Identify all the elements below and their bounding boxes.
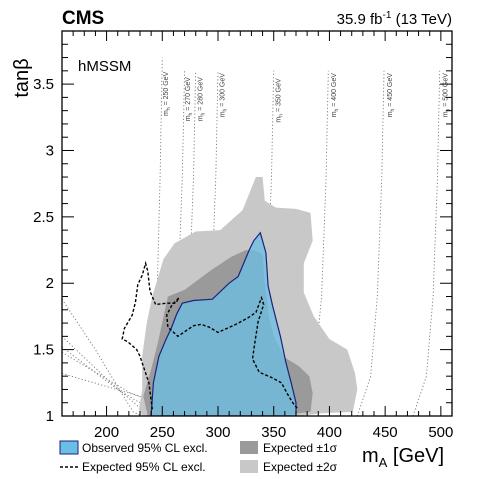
lumi-value: 35.9 fb [337,11,383,28]
legend-observed-label: Observed 95% CL excl. [82,441,208,455]
legend-band1-label: Expected ±1σ [263,441,338,455]
energy-label: (13 TeV) [391,11,452,28]
observed-exclusion [150,231,297,416]
mh-contour-7 [412,70,441,416]
plot-frame [61,30,453,417]
y-tick-label: 3 [46,142,54,159]
mh-contour-0 [62,57,163,416]
y-tick-label: 2 [46,275,54,292]
lumi-label: 35.9 fb-1 (13 TeV) [337,10,452,28]
mh-contour-label-5: mh = 400 GeV [331,73,340,118]
x-tick-label: 350 [261,424,286,441]
x-tick-label: 250 [150,424,175,441]
mh-contour-label-1: mh = 270 GeV [185,77,194,122]
mh-contour-label-3: mh = 300 GeV [220,73,229,118]
y-tick-label: 1 [46,408,54,425]
legend: Observed 95% CL excl. Expected 95% CL ex… [59,440,338,474]
y-tick-label: 1.5 [33,342,54,359]
axis-ticks: 200 250 300 350 400 450 500 1 1.5 2 2.5 3 3.5 [33,30,453,441]
x-tick-label: 200 [94,424,119,441]
model-label: hMSSM [78,58,131,75]
legend-band1-swatch [240,441,258,454]
x-axis-title-main: m [362,445,379,467]
mh-contour-label-0: mh = 250 GeV [163,71,172,116]
mh-contour-label-6: mh = 450 GeV [387,73,396,118]
legend-observed-swatch [59,440,79,455]
y-axis-title: tanβ [11,58,33,97]
x-axis-title-sub: A [379,455,388,470]
x-axis-title: mA [GeV] [362,445,444,470]
legend-expected-label: Expected 95% CL excl. [82,460,206,474]
mh-contour-label-4: mh = 350 GeV [275,78,284,123]
x-tick-label: 400 [317,424,342,441]
y-tick-label: 3.5 [33,76,54,93]
x-tick-label: 500 [428,424,453,441]
lumi-exponent: -1 [383,10,392,21]
mh-contour-label-7: mh = 500 GeV [443,73,452,118]
mh-contour-4 [62,70,275,416]
legend-band2-swatch [240,460,258,473]
legend-band2-label: Expected ±2σ [263,460,338,474]
mh-contour-label-2: mh = 280 GeV [197,77,206,122]
mh-contour-6 [356,70,385,416]
experiment-label: CMS [62,8,104,29]
expected-exclusion-line [121,260,299,410]
x-tick-label: 450 [373,424,398,441]
x-axis-title-unit: [GeV] [387,445,444,467]
y-tick-label: 2.5 [33,209,54,226]
x-tick-label: 300 [205,424,230,441]
